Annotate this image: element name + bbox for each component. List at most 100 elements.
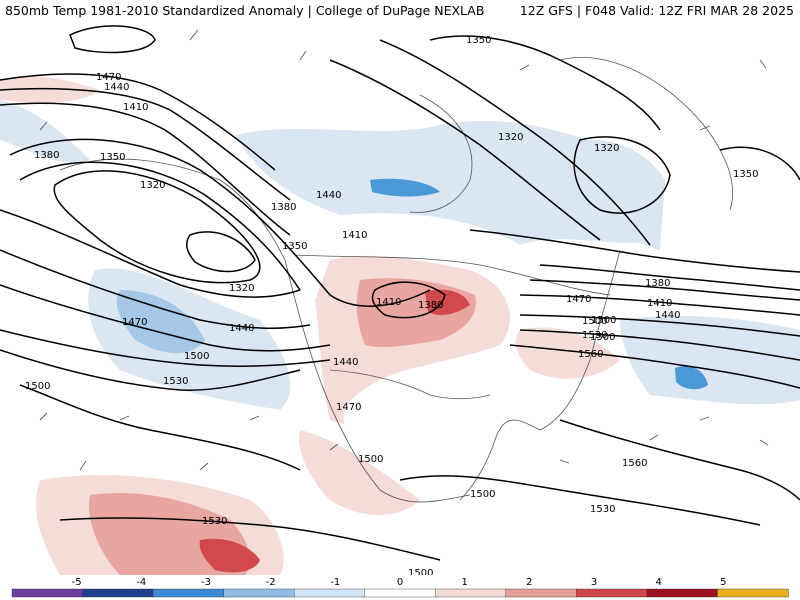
colorbar-swatch xyxy=(505,588,578,598)
contour-1560-east xyxy=(509,344,800,389)
contour-label: 1470 xyxy=(122,317,147,328)
contour-1290-low-core xyxy=(185,231,256,273)
colorbar-tick-label: -5 xyxy=(72,577,82,588)
contour-upper-left-ellipse xyxy=(69,25,156,54)
colorbar-swatch xyxy=(82,588,154,598)
warm-anomaly-east-pacific xyxy=(299,430,420,515)
contour-1440-north xyxy=(0,87,291,201)
contour-label: 1500 xyxy=(408,568,433,575)
colorbar-tick-label: 1 xyxy=(461,577,467,588)
colorbar-tick-label: 2 xyxy=(526,577,532,588)
border-us-canada xyxy=(294,254,611,296)
colorbar-tick-label: -4 xyxy=(136,577,146,588)
contour-1500-gulf xyxy=(399,475,761,526)
colorbar-swatch xyxy=(11,588,84,598)
contour-1380-midwest-low xyxy=(371,281,446,319)
contour-1560-atlantic xyxy=(559,419,800,501)
contour-label: 1500 xyxy=(590,332,615,343)
hudson-bay-coast xyxy=(409,94,473,213)
warm-anomaly-regions xyxy=(0,75,620,575)
contour-label: 1500 xyxy=(470,489,495,500)
contour-1320-low-alaska xyxy=(53,170,261,284)
contour-1470-east xyxy=(519,294,800,316)
contour-1440-east xyxy=(529,279,800,301)
colorbar-swatch xyxy=(293,588,366,598)
contour-label: 1320 xyxy=(140,180,165,191)
anomaly-colorbar: -5 -4 -3 -2 -1 0 1 2 3 4 5 xyxy=(11,577,789,598)
colorbar-swatches xyxy=(11,588,789,598)
cold-anomaly-hudson-core xyxy=(370,178,440,197)
contour-label: 1410 xyxy=(376,297,401,308)
colorbar-swatch xyxy=(646,588,719,598)
colorbar-tick-label: 3 xyxy=(591,577,597,588)
contour-label: 1320 xyxy=(594,143,619,154)
height-contours xyxy=(0,25,800,561)
contour-label: 1380 xyxy=(645,278,670,289)
contour-label: 1500 xyxy=(184,351,209,362)
contour-label: 1410 xyxy=(123,102,148,113)
contour-1530-east xyxy=(519,329,800,361)
contour-label: 1380 xyxy=(34,150,59,161)
contour-1320-hudson xyxy=(329,59,601,241)
contour-label: 1470 xyxy=(336,402,361,413)
contour-1380-ring xyxy=(9,138,431,307)
contour-label: 1560 xyxy=(578,349,603,360)
contour-1410-north xyxy=(0,102,291,236)
colorbar-swatch xyxy=(364,588,436,598)
cold-anomaly-upper-left xyxy=(0,100,90,163)
contour-1350-hudson xyxy=(379,39,651,246)
contour-1470-north xyxy=(0,73,276,171)
contour-label: 1440 xyxy=(316,190,341,201)
cold-anomaly-pacific-core xyxy=(116,290,205,354)
contour-1350-ring xyxy=(19,161,301,291)
contour-label: 1470 xyxy=(566,294,591,305)
contour-label: 1530 xyxy=(202,516,227,527)
greenland-coast xyxy=(559,57,733,211)
contour-label: 1560 xyxy=(622,458,647,469)
colorbar-tick-label: 5 xyxy=(720,577,726,588)
contour-1500-east xyxy=(519,314,800,337)
contour-label: 1440 xyxy=(229,323,254,334)
contour-label: 1530 xyxy=(582,330,607,341)
contour-1320-greenland xyxy=(573,136,671,214)
contour-label: 1500 xyxy=(358,454,383,465)
colorbar-swatch xyxy=(435,588,507,598)
contour-1410-east xyxy=(539,264,800,291)
contour-label: 1530 xyxy=(163,376,188,387)
contour-1530-pacific xyxy=(0,349,301,391)
cold-anomaly-atlantic-core xyxy=(675,365,708,390)
colorbar-tick-labels: -5 -4 -3 -2 -1 0 1 2 3 4 5 xyxy=(72,577,727,588)
contour-label: 1500 xyxy=(582,316,607,327)
contour-label: 1350 xyxy=(282,241,307,252)
contour-label: 1470 xyxy=(96,72,121,83)
contour-1500-east-pacific xyxy=(19,384,301,471)
contour-label: 1440 xyxy=(104,82,129,93)
warm-anomaly-pacific-core xyxy=(199,538,260,573)
model-run-info: 12Z GFS | F048 Valid: 12Z FRI MAR 28 202… xyxy=(519,3,794,18)
contour-label: 1410 xyxy=(342,230,367,241)
contour-label: 1350 xyxy=(466,35,491,46)
contour-1470-pacific xyxy=(0,284,331,352)
contour-label: 1320 xyxy=(229,283,254,294)
anomaly-map: 1470 1440 1410 1380 1350 1320 1380 1440 … xyxy=(0,20,800,575)
colorbar-tick-label: -2 xyxy=(266,577,276,588)
coastline-west-north-america xyxy=(284,259,471,503)
cold-anomaly-canada-east xyxy=(555,140,665,250)
contour-label: 1440 xyxy=(655,310,680,321)
colorbar-swatch xyxy=(576,588,648,598)
contour-label: 1380 xyxy=(418,300,443,311)
cold-anomaly-atlantic xyxy=(620,315,800,405)
contour-1440-pacific xyxy=(0,249,311,329)
contour-label: 1350 xyxy=(100,152,125,163)
wind-barbs xyxy=(39,29,769,471)
warm-anomaly-alaska xyxy=(0,75,100,103)
contour-label: 1350 xyxy=(733,169,758,180)
contour-label: 1530 xyxy=(590,504,615,515)
contour-label: 1320 xyxy=(498,132,523,143)
border-us-mexico xyxy=(329,369,491,400)
colorbar-tick-label: -3 xyxy=(201,577,211,588)
cold-anomaly-north xyxy=(235,120,660,245)
contour-1380-east-low xyxy=(469,229,800,273)
contour-label: 1380 xyxy=(271,202,296,213)
